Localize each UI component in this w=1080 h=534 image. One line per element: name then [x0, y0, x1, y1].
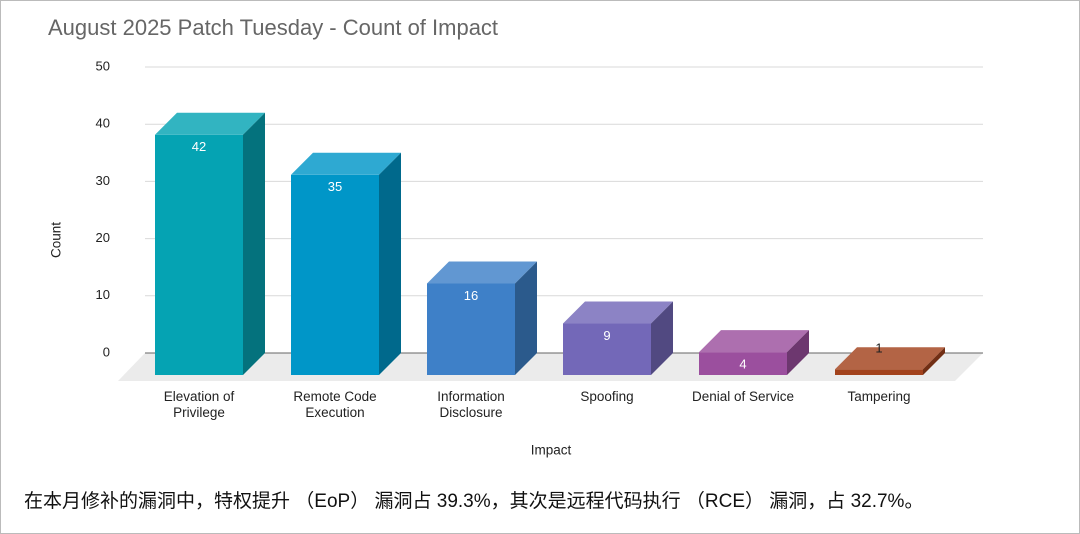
x-tick-label: Information Disclosure	[437, 389, 505, 420]
bar-side	[243, 112, 265, 375]
bar-top	[699, 330, 809, 353]
bar-front	[155, 134, 243, 375]
bar-front	[291, 174, 379, 375]
x-tick-label: Spoofing	[580, 389, 634, 404]
bar-side	[651, 301, 673, 375]
y-tick-label: 30	[96, 173, 110, 188]
data-label: 1	[875, 341, 882, 356]
bar-top	[427, 261, 537, 284]
chart-title: August 2025 Patch Tuesday - Count of Imp…	[48, 15, 498, 40]
y-tick-label: 0	[103, 344, 110, 359]
bar-front	[563, 323, 651, 375]
y-tick-label: 20	[96, 230, 110, 245]
x-axis-label: Impact	[531, 443, 572, 458]
bar-front	[699, 352, 787, 375]
y-tick-label: 10	[96, 287, 110, 302]
bar-side	[379, 152, 401, 375]
y-tick-label: 50	[96, 58, 110, 73]
bar-side	[787, 330, 809, 375]
bar-top	[563, 301, 673, 324]
bar-top	[155, 112, 265, 135]
bar-side	[515, 261, 537, 375]
y-tick-label: 40	[96, 116, 110, 131]
bar-top	[291, 152, 401, 175]
data-label: 9	[603, 328, 610, 343]
bar-side	[923, 347, 945, 375]
bar-front	[427, 283, 515, 375]
y-axis-label: Count	[49, 222, 64, 258]
bar-top	[835, 347, 945, 370]
bar-front	[835, 369, 923, 375]
x-tick-label: Denial of Service	[691, 389, 795, 404]
data-label: 42	[192, 139, 206, 154]
data-label: 16	[464, 288, 478, 303]
caption: 在本月修补的漏洞中，特权提升 （EoP） 漏洞占 39.3%，其次是远程代码执行…	[24, 491, 924, 512]
data-label: 35	[328, 179, 342, 194]
x-tick-label: Elevation of Privilege	[163, 389, 235, 420]
x-tick-label: Remote Code Execution	[293, 389, 377, 420]
x-tick-label: Tampering	[847, 389, 911, 404]
data-label: 4	[739, 357, 746, 372]
